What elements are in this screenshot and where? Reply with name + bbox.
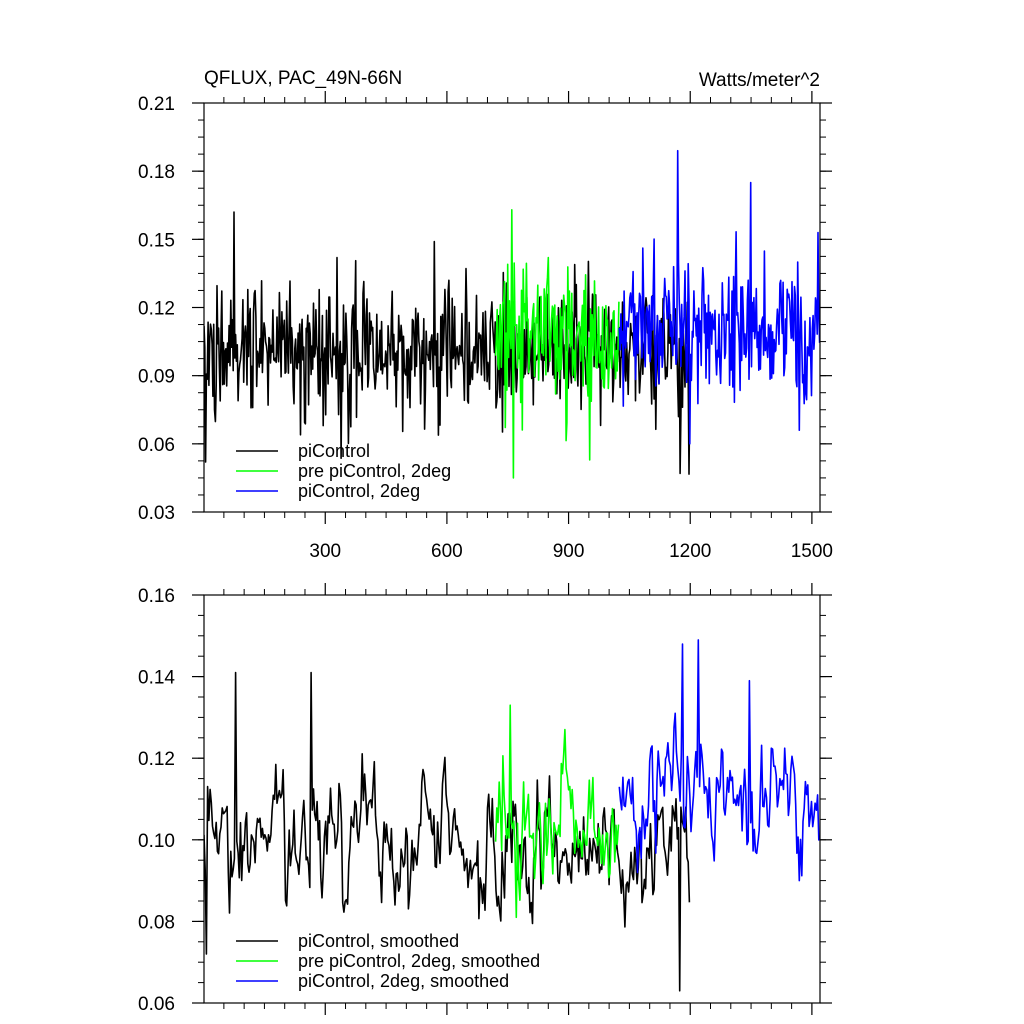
chart-title: QFLUX, PAC_49N-66N [204,68,402,89]
y-tick-label: 0.12 [138,749,175,770]
y-tick-label: 0.10 [138,831,175,852]
qflux-smoothed-panel: 0.06 0.08 0.10 0.12 0.14 0.16 piControl, smoo… [138,583,832,1015]
y-tick-label: 0.03 [138,503,175,524]
series-line-1 [494,209,620,479]
x-tick-label: 1500 [791,541,833,562]
legend-label: piControl [298,441,370,461]
legend-label: pre piControl, 2deg [298,461,451,481]
series-line-0 [204,211,691,475]
series-line-2 [618,149,820,445]
x-tick-label: 300 [309,541,341,562]
x-tick-label: 900 [553,541,585,562]
legend-label: piControl, smoothed [298,931,459,951]
y-tick-label: 0.18 [138,162,175,183]
y-tick-label: 0.14 [138,668,175,689]
x-tick-label: 600 [431,541,463,562]
x-tick-label: 1200 [669,541,711,562]
y-tick-label: 0.12 [138,299,175,320]
series-line-2 [618,639,820,882]
units-label: Watts/meter^2 [699,70,820,91]
series-layer-top [204,149,820,479]
y-tick-label: 0.15 [138,230,175,251]
qflux-raw-panel: QFLUX, PAC_49N-66N Watts/meter^2 0.030.0… [138,68,833,562]
y-tick-label: 0.06 [138,994,175,1015]
legend-label: pre piControl, 2deg, smoothed [298,951,540,971]
axes-frame-bottom: 0.06 0.08 0.10 0.12 0.14 0.16 [138,583,832,1015]
series-layer-bottom [204,639,820,992]
y-tick-label: 0.08 [138,912,175,933]
y-tick-label: 0.21 [138,94,175,115]
legend-label: piControl, 2deg, smoothed [298,971,509,991]
y-tick-label: 0.06 [138,435,175,456]
legend-label: piControl, 2deg [298,481,420,501]
axes-frame-top: 0.03 0.06 0.09 0.12 0.15 0.18 0.21 300 600 900 120… [138,91,833,562]
y-tick-label: 0.09 [138,367,175,388]
plot-frame [203,594,821,1004]
series-line-1 [494,704,620,919]
y-tick-label: 0.16 [138,586,175,607]
